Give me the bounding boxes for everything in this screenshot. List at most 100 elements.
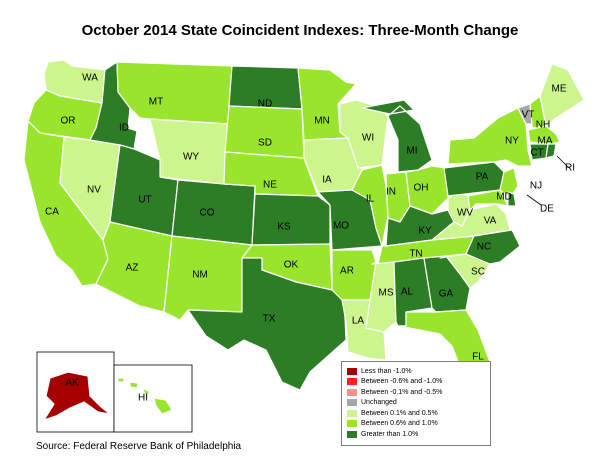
state-label-wy: WY: [183, 152, 199, 163]
state-label-va: VA: [484, 216, 497, 227]
state-me: [539, 63, 585, 127]
state-label-il: IL: [366, 194, 375, 205]
legend-swatch: [347, 420, 357, 428]
leader-lines: [526, 155, 570, 206]
state-label-wv: WV: [457, 208, 473, 219]
state-label-wi: WI: [362, 133, 374, 144]
labels-layer: WA OR CA NV ID MT WY UT AZ CO NM ND SD NE KS OK TX MN IA MO…: [45, 73, 575, 363]
state-label-az: AZ: [126, 263, 139, 274]
state-hi: [117, 377, 173, 415]
state-label-me: ME: [552, 84, 567, 95]
legend-row-neg06_neg1: Between -0.6% and -1.0%: [347, 377, 490, 388]
state-label-in: IN: [386, 187, 396, 198]
state-label-mi: MI: [406, 146, 417, 157]
hawaii-inset-box: [113, 364, 193, 433]
state-label-ny: NY: [505, 136, 519, 147]
state-label-ks: KS: [277, 222, 291, 233]
source-note: Source: Federal Reserve Bank of Philadel…: [36, 441, 242, 452]
state-ar: [331, 249, 377, 301]
state-de: [507, 191, 517, 207]
legend-row-lt_neg1: Less than -1.0%: [347, 366, 490, 377]
state-label-md: MD: [496, 192, 512, 203]
state-label-nj: NJ: [530, 181, 542, 192]
state-label-ga: GA: [439, 289, 454, 300]
legend-row-p01_05: Between 0.1% and 0.5%: [347, 408, 490, 419]
legend-label: Between -0.1% and -0.5%: [361, 388, 443, 396]
legend-swatch: [347, 388, 357, 396]
state-label-ri: RI: [565, 163, 575, 174]
state-label-tx: TX: [263, 314, 276, 325]
state-label-ok: OK: [284, 260, 299, 271]
state-label-pa: PA: [476, 172, 489, 183]
state-label-la: LA: [352, 316, 365, 327]
state-label-nh: NH: [536, 120, 550, 131]
legend-row-unchanged: Unchanged: [347, 398, 490, 409]
state-wy: [149, 118, 229, 185]
state-wi: [339, 99, 389, 169]
state-label-sd: SD: [258, 138, 272, 149]
state-ma: [527, 125, 561, 145]
states-layer: [23, 59, 585, 391]
state-label-ia: IA: [322, 175, 332, 186]
state-label-ar: AR: [340, 266, 354, 277]
state-label-tn: TN: [409, 249, 422, 260]
state-label-wa: WA: [82, 73, 98, 84]
legend-row-p06_10: Between 0.6% and 1.0%: [347, 419, 490, 430]
state-label-ne: NE: [263, 180, 277, 191]
state-nm: [163, 235, 253, 321]
state-label-fl: FL: [472, 352, 484, 363]
legend-swatch: [347, 399, 357, 407]
state-label-ut: UT: [138, 195, 151, 206]
state-tx: [187, 257, 347, 391]
state-ak: [43, 371, 111, 421]
state-label-mn: MN: [314, 116, 330, 127]
inset-layer: AK HI: [43, 371, 173, 421]
map-title: October 2014 State Coincident Indexes: T…: [81, 22, 519, 39]
legend: Less than -1.0% Between -0.6% and -1.0% Be…: [341, 361, 491, 446]
legend-label: Between -0.6% and -1.0%: [361, 378, 443, 386]
state-label-id: ID: [119, 123, 129, 134]
state-label-oh: OH: [414, 183, 429, 194]
state-mi: [361, 99, 433, 173]
state-md: [467, 189, 509, 211]
state-label-nm: NM: [192, 270, 208, 281]
state-label-al: AL: [401, 287, 414, 298]
legend-label: Greater than 1.0%: [361, 430, 419, 438]
state-label-sc: SC: [471, 267, 485, 278]
legend-label: Between 0.6% and 1.0%: [361, 420, 438, 428]
state-label-mo: MO: [333, 221, 349, 232]
state-label-ca: CA: [45, 207, 59, 218]
state-label-ct: CT: [530, 148, 543, 159]
state-label-vt: VT: [522, 110, 535, 121]
state-label-ak: AK: [65, 378, 79, 389]
state-label-ms: MS: [379, 288, 394, 299]
state-label-nd: ND: [258, 99, 272, 110]
state-label-mt: MT: [149, 97, 163, 108]
state-label-or: OR: [61, 116, 76, 127]
state-label-hi: HI: [138, 393, 148, 404]
legend-swatch: [347, 367, 357, 375]
state-ks: [251, 193, 331, 246]
state-nj: [499, 167, 519, 199]
legend-row-gt1: Greater than 1.0%: [347, 429, 490, 440]
state-label-nv: NV: [87, 185, 101, 196]
legend-label: Less than -1.0%: [361, 367, 412, 375]
state-label-de: DE: [540, 204, 554, 215]
state-ny: [447, 107, 533, 167]
state-label-nc: NC: [477, 242, 491, 253]
legend-row-neg01_neg05: Between -0.1% and -0.5%: [347, 387, 490, 398]
legend-swatch: [347, 430, 357, 438]
legend-label: Between 0.1% and 0.5%: [361, 409, 438, 417]
state-sd: [224, 105, 305, 159]
state-mn: [297, 67, 357, 141]
state-nc: [439, 229, 521, 265]
state-mt: [116, 61, 233, 125]
legend-swatch: [347, 378, 357, 386]
state-label-ma: MA: [538, 136, 553, 147]
state-ri: [545, 143, 557, 159]
legend-swatch: [347, 409, 357, 417]
state-label-co: CO: [200, 208, 215, 219]
state-label-ky: KY: [418, 226, 432, 237]
legend-label: Unchanged: [361, 399, 397, 407]
